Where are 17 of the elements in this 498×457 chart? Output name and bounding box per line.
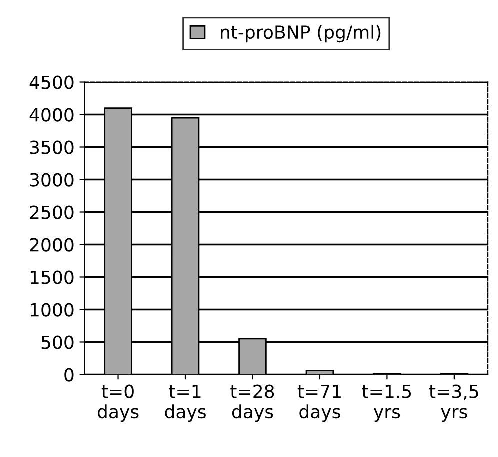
y-tick-label: 3000 bbox=[30, 173, 74, 187]
y-tick-label: 3500 bbox=[30, 140, 74, 154]
y-tick-label: 2000 bbox=[30, 238, 74, 252]
legend-label: nt-proBNP (pg/ml) bbox=[221, 25, 381, 43]
x-tick-label: t=0 days bbox=[98, 384, 139, 422]
x-tick-label: t=1 days bbox=[165, 385, 206, 422]
y-tick-label: 500 bbox=[42, 336, 74, 350]
y-tick-label: 2500 bbox=[30, 206, 74, 220]
y-tick-label: 4000 bbox=[30, 108, 74, 122]
x-tick-label: t=3,5 yrs bbox=[429, 384, 478, 422]
x-tick-label: t=71 days bbox=[298, 385, 341, 422]
y-tick-label: 1000 bbox=[30, 303, 74, 317]
y-tick-label: 4500 bbox=[30, 76, 74, 90]
x-tick-label: t=28 days bbox=[230, 384, 274, 422]
y-tick-label: 1500 bbox=[30, 270, 74, 284]
x-tick-label: t=1.5 yrs bbox=[362, 385, 412, 422]
y-tick-label: 0 bbox=[64, 368, 74, 382]
